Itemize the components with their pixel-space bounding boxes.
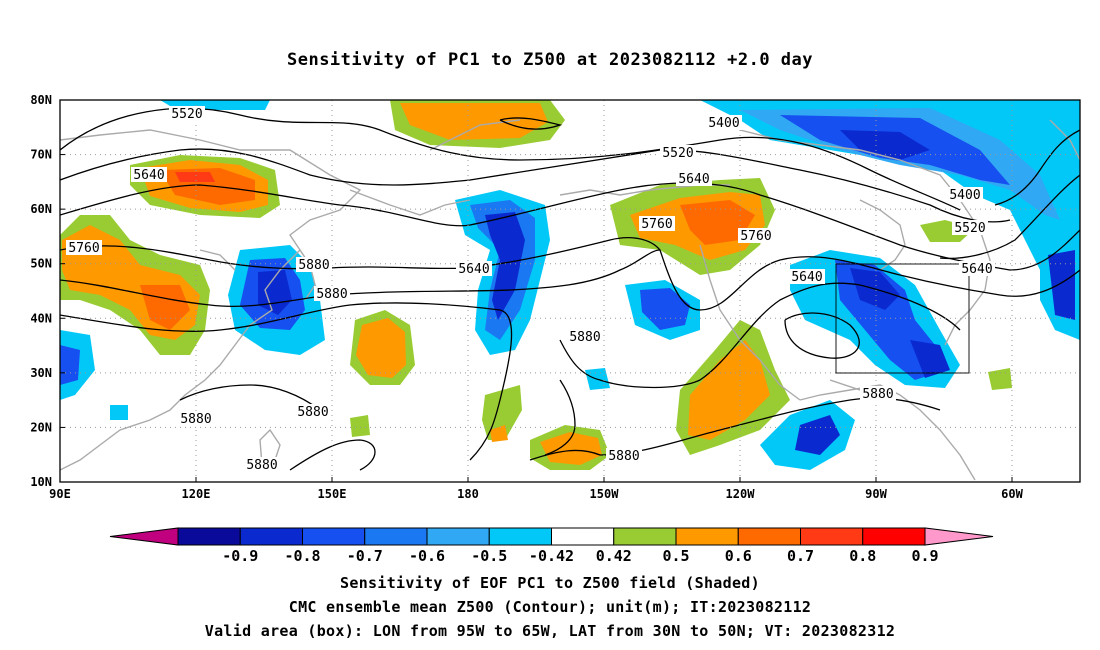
lon-label: 150E (318, 487, 347, 501)
contour-label: 5760 (641, 217, 672, 232)
contour-label: 5880 (246, 458, 277, 473)
contour-label: 5520 (954, 221, 985, 236)
lat-label: 80N (30, 93, 52, 107)
colorbar-label: -0.7 (347, 547, 383, 565)
contour-label-bg (959, 261, 995, 276)
colorbar-label: -0.42 (529, 547, 574, 565)
contour-label-bg (660, 145, 696, 160)
contour-label-bg (131, 167, 167, 182)
contour-label-bg (738, 228, 774, 243)
lat-label: 20N (30, 420, 52, 434)
contour-label: 5880 (180, 412, 211, 427)
contour-label-bg (952, 220, 988, 235)
lon-label: 120E (182, 487, 211, 501)
contour-label-bg (639, 216, 675, 231)
colorbar-max-triangle (924, 527, 994, 546)
colorbar-segment (675, 527, 739, 546)
contour-label-bg (295, 404, 331, 419)
contour-label: 5760 (740, 229, 771, 244)
contour-label-bg (947, 187, 983, 202)
contour-label: 5640 (133, 168, 164, 183)
valid-area-box (835, 263, 970, 374)
lat-label: 70N (30, 148, 52, 162)
latitude-labels: 80N 70N 60N 50N 40N 30N 20N 10N (30, 93, 65, 489)
contour-label-bg (567, 329, 603, 344)
lon-label: 90W (865, 487, 887, 501)
lon-label: 150W (590, 487, 620, 501)
contour-label: 5760 (68, 241, 99, 256)
colorbar-segment (488, 527, 552, 546)
colorbar-segment (426, 527, 490, 546)
lat-label: 50N (30, 257, 52, 271)
contour-label: 5400 (949, 188, 980, 203)
colorbar-min-triangle (109, 527, 179, 546)
contour-label-bg (169, 106, 205, 121)
colorbar-label: 0.42 (596, 547, 632, 565)
colorbar-segment (239, 527, 303, 546)
contour-label: 5520 (171, 107, 202, 122)
z500-contours (60, 107, 1080, 471)
contour-label: 5880 (862, 387, 893, 402)
lon-label: 60W (1001, 487, 1023, 501)
contour-label-bg (706, 115, 742, 130)
contour-label-bg (296, 257, 332, 272)
lat-label: 40N (30, 311, 52, 325)
contour-label-bg (789, 269, 825, 284)
colorbar-label: 0.9 (911, 547, 938, 565)
contour-label-bg (66, 240, 102, 255)
caption-line-1: Sensitivity of EOF PC1 to Z500 field (Sh… (340, 574, 760, 592)
contour-label-bg (606, 448, 642, 463)
colorbar-labels: -0.9 -0.8 -0.7 -0.6 -0.5 -0.42 0.42 0.5 0.6 0.7 0.… (222, 547, 938, 565)
contour-label-bg (244, 457, 280, 472)
caption-line-3: Valid area (box): LON from 95W to 65W, L… (204, 622, 896, 640)
lat-label: 10N (30, 475, 52, 489)
contour-label-bg (860, 386, 896, 401)
contour-label: 5640 (791, 270, 822, 285)
contour-label: 5880 (297, 405, 328, 420)
colorbar-label: 0.7 (787, 547, 814, 565)
contour-labels: 5520 5400 5520 5640 5640 5760 5760 5760 5880 5640… (66, 106, 995, 473)
colorbar-label: -0.8 (284, 547, 320, 565)
lon-label: 180 (457, 487, 479, 501)
colorbar-segment (613, 527, 677, 546)
colorbar-segment (551, 527, 615, 546)
contour-label-bg (178, 411, 214, 426)
caption-line-2: CMC ensemble mean Z500 (Contour); unit(m… (288, 598, 812, 616)
colorbar (109, 527, 994, 546)
colorbar-segment (177, 527, 241, 546)
contour-label-bg (456, 261, 492, 276)
contour-label: 5880 (608, 449, 639, 464)
colorbar-segment (737, 527, 801, 546)
colorbar-label: 0.6 (725, 547, 752, 565)
contour-label-bg (676, 171, 712, 186)
colorbar-segment (364, 527, 428, 546)
contour-label: 5520 (662, 146, 693, 161)
contour-label: 5640 (961, 262, 992, 277)
lat-label: 60N (30, 202, 52, 216)
colorbar-label: -0.9 (222, 547, 258, 565)
chart-title: Sensitivity of PC1 to Z500 at 2023082112… (286, 50, 813, 70)
colorbar-segment (800, 527, 864, 546)
contour-label: 5640 (678, 172, 709, 187)
colorbar-label: -0.6 (409, 547, 445, 565)
colorbar-segment (862, 527, 926, 546)
lat-label: 30N (30, 366, 52, 380)
contour-label-bg (314, 286, 350, 301)
lon-label: 90E (49, 487, 71, 501)
plot-frame (59, 99, 1081, 483)
contour-label: 5880 (298, 258, 329, 273)
contour-label: 5640 (458, 262, 489, 277)
contour-label: 5880 (316, 287, 347, 302)
colorbar-label: 0.8 (849, 547, 876, 565)
contour-label: 5880 (569, 330, 600, 345)
colorbar-segment (302, 527, 366, 546)
contour-label: 5400 (708, 116, 739, 131)
colorbar-label: 0.5 (662, 547, 689, 565)
lon-label: 120W (726, 487, 756, 501)
longitude-labels: 90E 120E 150E 180 150W 120W 90W 60W (49, 477, 1024, 501)
colorbar-label: -0.5 (471, 547, 507, 565)
